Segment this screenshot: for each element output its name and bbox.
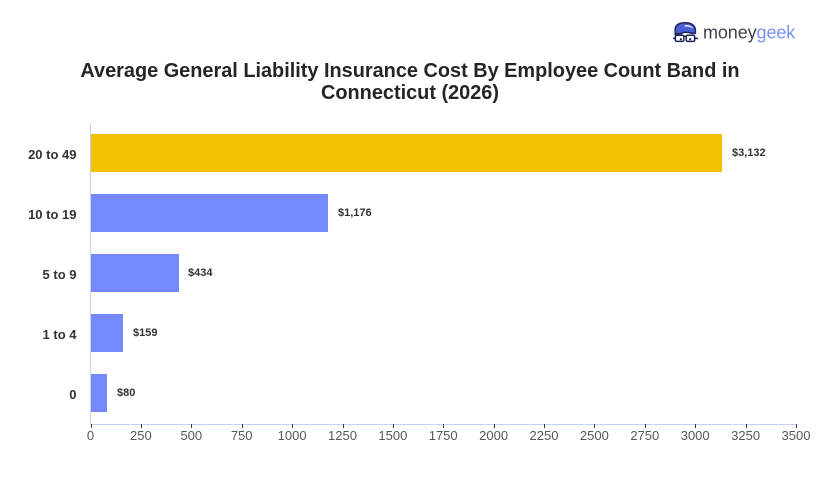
svg-text:moneygeek: moneygeek (703, 23, 796, 43)
